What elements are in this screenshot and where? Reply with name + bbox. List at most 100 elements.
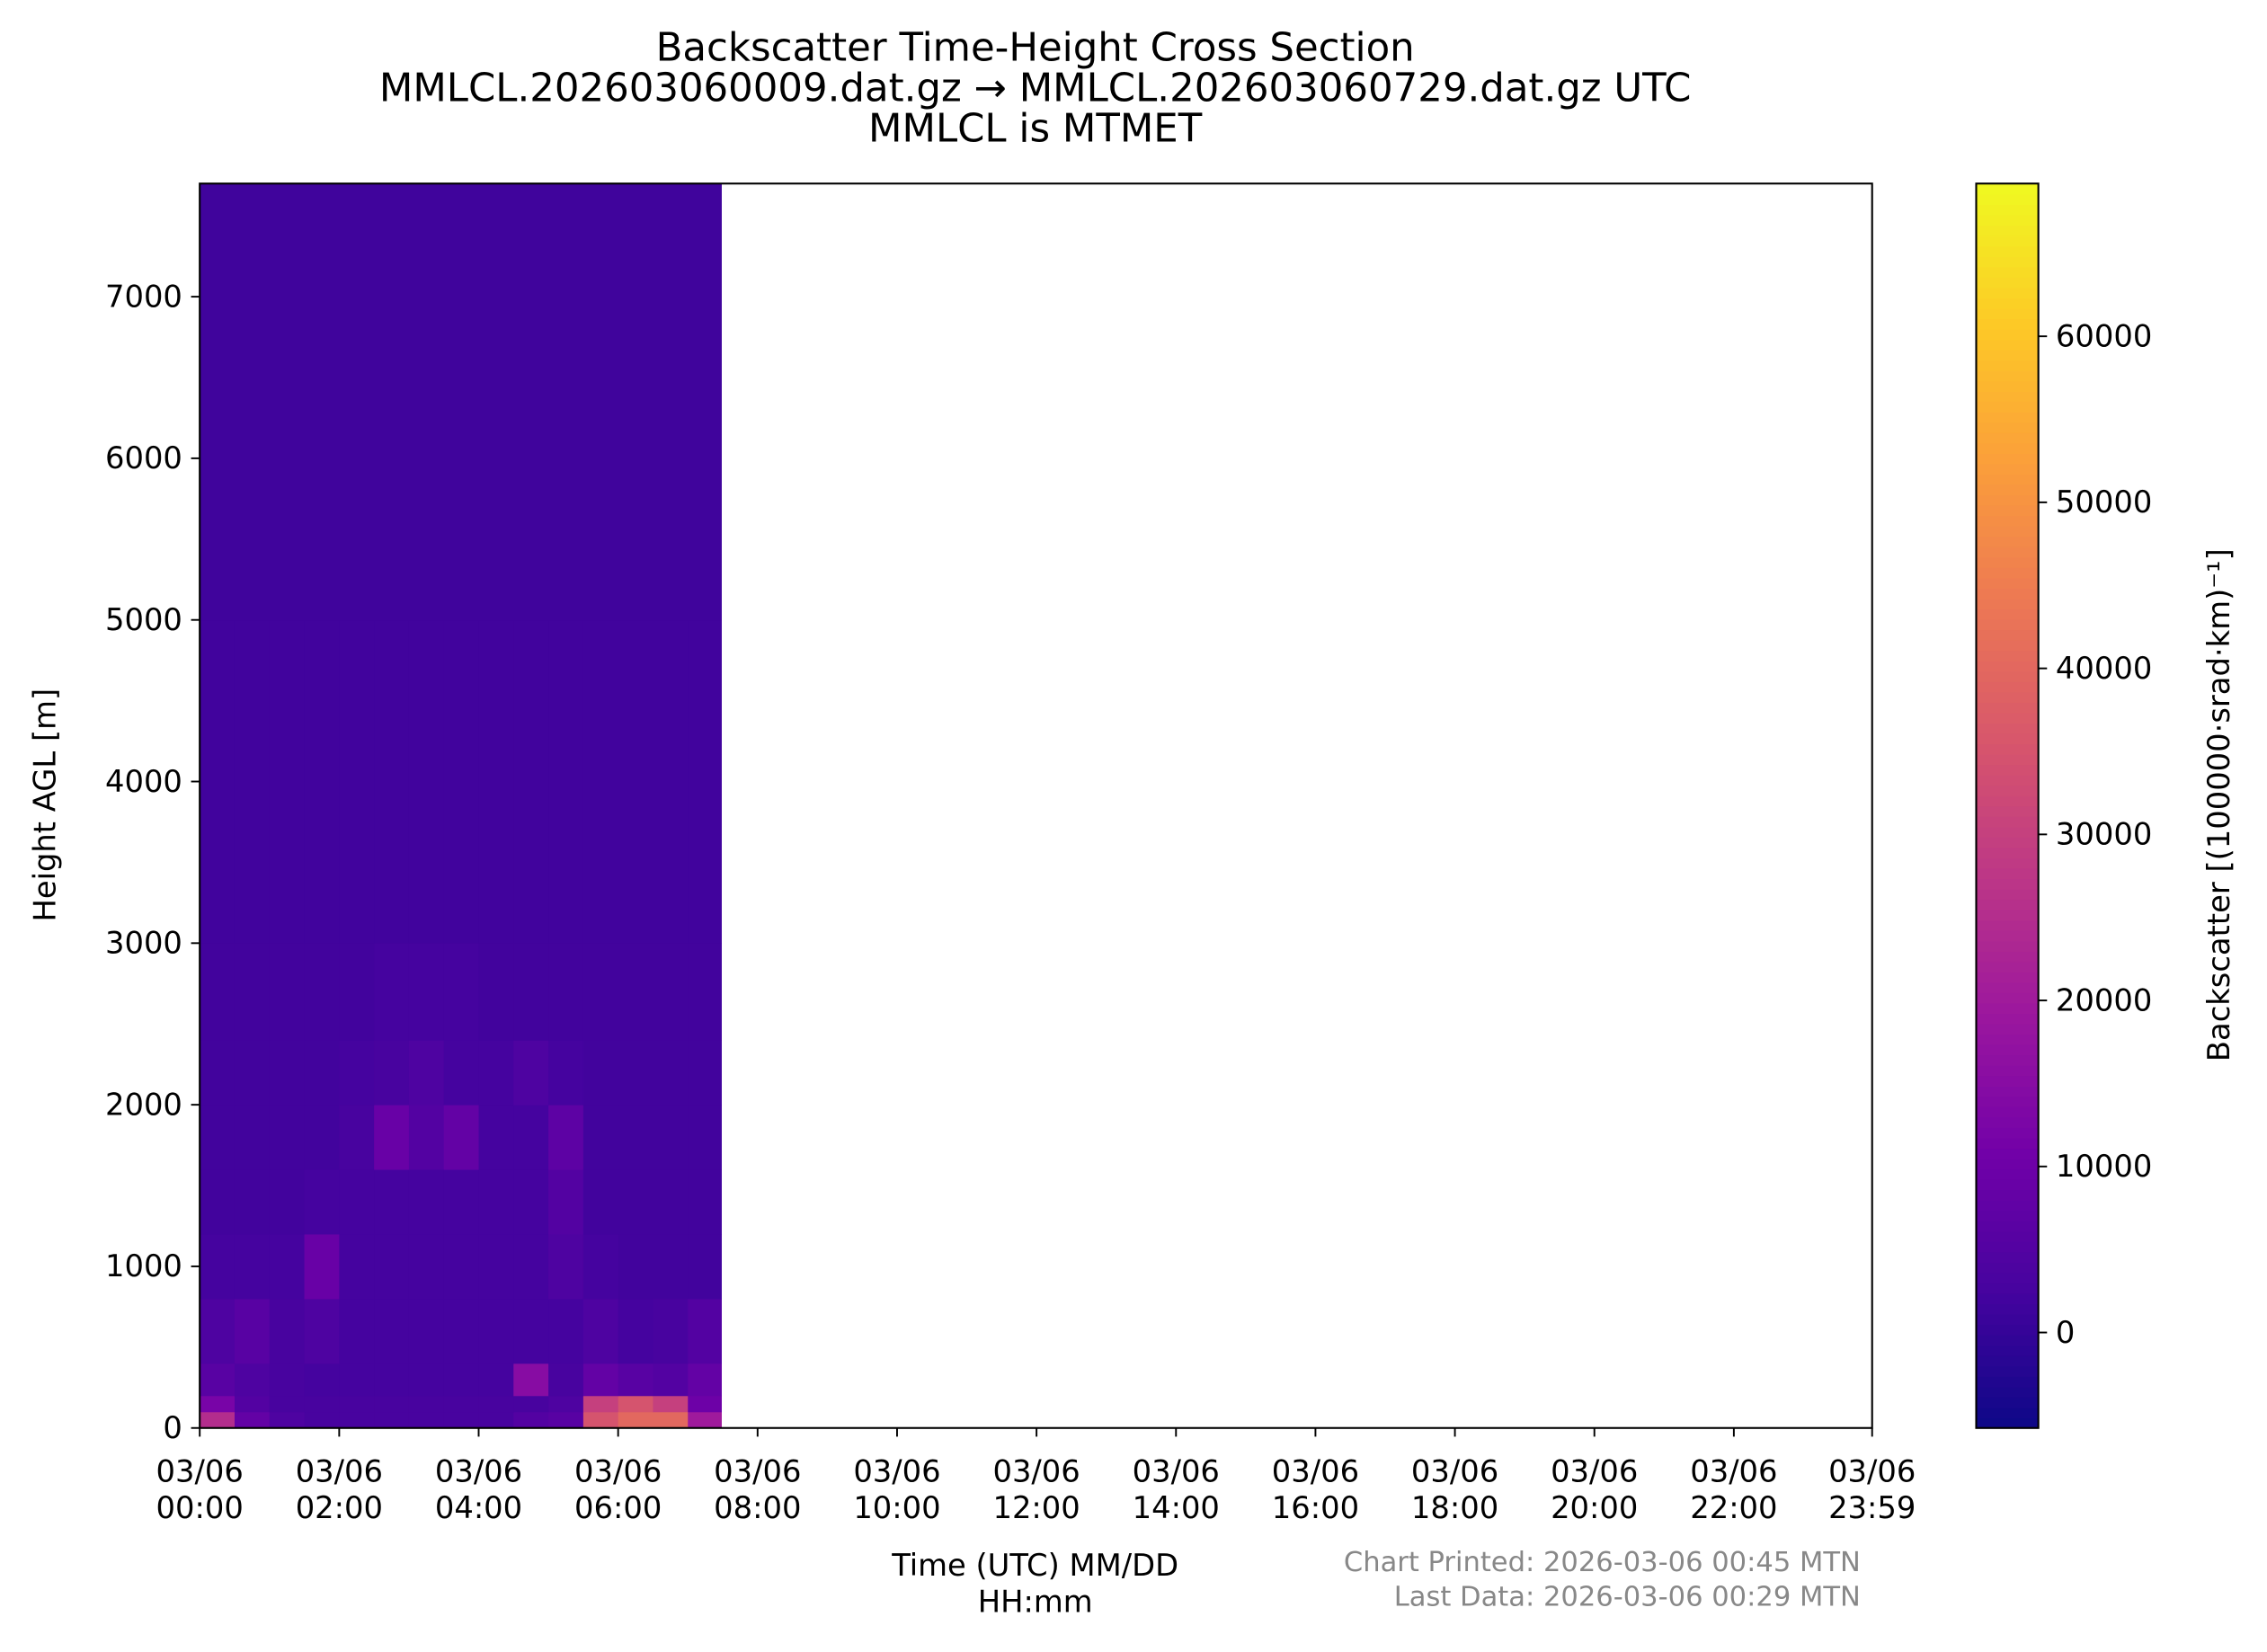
heat-cell bbox=[653, 1363, 689, 1397]
colorbar-band bbox=[1976, 1075, 2039, 1087]
colorbar-band bbox=[1976, 1220, 2039, 1232]
heat-cell bbox=[200, 1169, 236, 1235]
heat-cell bbox=[478, 183, 514, 621]
heat-cell bbox=[304, 1105, 340, 1170]
x-tick-label: 03/06 14:00 bbox=[1133, 1453, 1220, 1525]
heat-cell bbox=[304, 1298, 340, 1364]
colorbar-tick-label: 40000 bbox=[2056, 651, 2152, 686]
heat-cell bbox=[374, 1169, 410, 1235]
heat-cell bbox=[548, 1105, 584, 1170]
heat-cell bbox=[582, 1105, 619, 1170]
colorbar-band bbox=[1976, 1397, 2039, 1408]
colorbar-band bbox=[1976, 235, 2039, 247]
colorbar-band bbox=[1976, 318, 2039, 330]
colorbar-band bbox=[1976, 1262, 2039, 1274]
colorbar-band bbox=[1976, 1054, 2039, 1066]
heat-cell bbox=[374, 619, 410, 944]
y-tick-label: 7000 bbox=[105, 279, 182, 314]
heat-cell bbox=[688, 943, 722, 1041]
heat-cell bbox=[688, 1298, 722, 1364]
colorbar-band bbox=[1976, 660, 2039, 672]
colorbar-band bbox=[1976, 981, 2039, 993]
heat-cell bbox=[548, 1233, 584, 1300]
colorbar-band bbox=[1976, 1044, 2039, 1056]
heat-cell bbox=[513, 1298, 549, 1364]
heat-cell bbox=[688, 1105, 722, 1170]
colorbar-band bbox=[1976, 919, 2039, 931]
colorbar-band bbox=[1976, 837, 2039, 848]
heat-cell bbox=[234, 1395, 271, 1413]
colorbar-band bbox=[1976, 225, 2039, 236]
heat-cell bbox=[618, 1411, 653, 1429]
heat-cell bbox=[478, 1040, 514, 1106]
heat-cell bbox=[443, 1040, 479, 1106]
heat-cell bbox=[618, 619, 653, 944]
heat-cell bbox=[374, 1395, 410, 1413]
colorbar-band bbox=[1976, 504, 2039, 517]
heat-cell bbox=[200, 1411, 236, 1429]
heat-cell bbox=[304, 619, 340, 944]
heat-cell bbox=[269, 1395, 306, 1413]
colorbar-band bbox=[1976, 608, 2039, 620]
colorbar-band bbox=[1976, 795, 2039, 807]
heat-cell bbox=[408, 1298, 445, 1364]
heat-cell bbox=[339, 1105, 375, 1170]
colorbar-band bbox=[1976, 307, 2039, 320]
y-tick-label: 3000 bbox=[105, 926, 182, 961]
heat-cell bbox=[548, 1040, 584, 1106]
colorbar-band bbox=[1976, 1023, 2039, 1035]
heat-cell bbox=[618, 943, 653, 1041]
colorbar-band bbox=[1976, 816, 2039, 828]
heat-cell bbox=[688, 619, 722, 944]
heat-cell bbox=[618, 1363, 653, 1397]
heat-cell bbox=[234, 619, 271, 944]
colorbar-band bbox=[1976, 1158, 2039, 1170]
colorbar-tick-label: 50000 bbox=[2056, 484, 2152, 520]
heat-cell bbox=[443, 183, 479, 621]
heat-cell bbox=[513, 1233, 549, 1300]
heat-cell bbox=[374, 1363, 410, 1397]
x-tick-label: 03/06 04:00 bbox=[435, 1453, 522, 1525]
heat-cell bbox=[269, 943, 306, 1041]
heat-cell bbox=[304, 1233, 340, 1300]
x-tick-label: 03/06 02:00 bbox=[296, 1453, 383, 1525]
heat-cell bbox=[304, 943, 340, 1041]
colorbar-band bbox=[1976, 702, 2039, 714]
colorbar-band bbox=[1976, 525, 2039, 537]
colorbar-band bbox=[1976, 774, 2039, 786]
heat-cell bbox=[618, 1105, 653, 1170]
x-tick-label: 03/06 16:00 bbox=[1272, 1453, 1359, 1525]
colorbar-band bbox=[1976, 298, 2039, 309]
chart-title: Backscatter Time-Height Cross Section bbox=[656, 26, 1415, 71]
colorbar-tick-label: 10000 bbox=[2056, 1149, 2152, 1184]
y-tick-label: 1000 bbox=[105, 1248, 182, 1283]
heat-cell bbox=[408, 1411, 445, 1429]
heat-cell bbox=[269, 1233, 306, 1300]
heat-cell bbox=[269, 1169, 306, 1235]
colorbar-band bbox=[1976, 463, 2039, 475]
colorbar-band bbox=[1976, 639, 2039, 652]
heat-cell bbox=[688, 1040, 722, 1106]
heat-cell bbox=[688, 183, 722, 621]
x-axis-label: Time (UTC) MM/DD HH:mm bbox=[891, 1548, 1178, 1620]
heat-cell bbox=[478, 943, 514, 1041]
heat-cell bbox=[339, 183, 375, 621]
colorbar-band bbox=[1976, 1230, 2039, 1242]
colorbar-band bbox=[1976, 629, 2039, 641]
heat-cell bbox=[582, 1169, 619, 1235]
heat-cell bbox=[688, 1233, 722, 1300]
colorbar-band bbox=[1976, 474, 2039, 485]
colorbar-band bbox=[1976, 878, 2039, 890]
heat-cell bbox=[339, 1233, 375, 1300]
heat-cell bbox=[408, 1105, 445, 1170]
heat-cell bbox=[304, 1169, 340, 1235]
x-tick-label: 03/06 18:00 bbox=[1411, 1453, 1498, 1525]
heat-cell bbox=[304, 1411, 340, 1429]
x-tick-label: 03/06 22:00 bbox=[1690, 1453, 1777, 1525]
heat-cell bbox=[200, 183, 236, 621]
heat-cell bbox=[269, 1040, 306, 1106]
colorbar-band bbox=[1976, 1002, 2039, 1015]
heat-cell bbox=[339, 1040, 375, 1106]
y-tick-label: 4000 bbox=[105, 764, 182, 799]
colorbar-band bbox=[1976, 432, 2039, 444]
